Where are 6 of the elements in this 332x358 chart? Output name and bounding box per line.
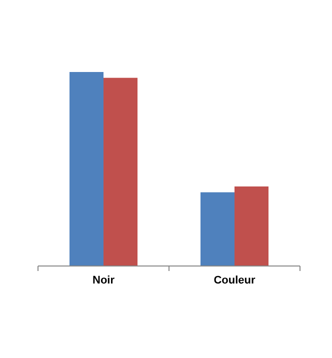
- bar: [70, 72, 104, 266]
- x-tick-label: Couleur: [214, 274, 256, 286]
- x-tick-label: Noir: [92, 274, 116, 286]
- bar: [104, 78, 138, 266]
- bar: [200, 192, 234, 266]
- bar: [234, 186, 268, 266]
